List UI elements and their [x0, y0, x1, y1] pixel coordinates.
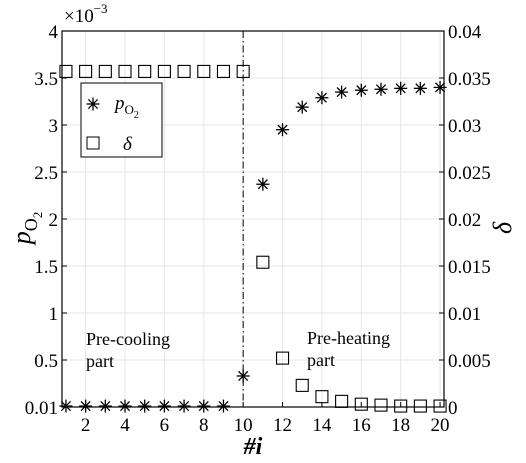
delta-point	[315, 390, 329, 404]
legend: pO2 δ	[80, 82, 163, 158]
po2-point	[118, 399, 132, 413]
annotation-precooling-line2: part	[86, 351, 114, 371]
delta-point	[256, 255, 270, 269]
left-y-tick-label: 3	[49, 116, 59, 137]
x-tick-label: 18	[391, 415, 410, 436]
delta-point	[197, 64, 211, 78]
po2-point	[79, 399, 93, 413]
po2-point	[315, 91, 329, 105]
data-marks	[59, 64, 447, 413]
delta-point	[79, 64, 93, 78]
right-y-tick-label: 0	[448, 398, 458, 419]
delta-point	[394, 399, 408, 413]
x-tick-label: 6	[160, 415, 170, 436]
po2-point	[256, 177, 270, 191]
delta-point	[295, 378, 309, 392]
delta-point	[413, 399, 427, 413]
left-y-tick-label: 2.5	[34, 163, 58, 184]
delta-point	[157, 64, 171, 78]
delta-point	[138, 64, 152, 78]
delta-point	[374, 398, 388, 412]
right-y-tick-label: 0.02	[448, 210, 481, 231]
delta-point	[216, 64, 231, 78]
po2-point	[413, 81, 427, 95]
x-tick-label: 2	[81, 415, 91, 436]
delta-point	[275, 351, 290, 365]
x-tick-label: 4	[120, 415, 130, 436]
x-tick-label: 12	[273, 415, 292, 436]
legend-label-delta: δ	[123, 134, 133, 155]
delta-point	[354, 397, 368, 411]
delta-point	[118, 64, 132, 78]
left-y-tick-labels: 0.01 0.5 1 1.5 2 2.5 3 3.5 4	[25, 22, 67, 419]
left-y-tick-label: 0.5	[34, 351, 58, 372]
right-y-tick-label: 0.035	[448, 69, 491, 90]
delta-point	[98, 64, 112, 78]
po2-point	[374, 82, 388, 96]
po2-point	[138, 399, 152, 413]
po2-point	[59, 399, 73, 413]
left-y-tick-label: 1.5	[34, 257, 58, 278]
y-axis-label-right: δ	[488, 221, 517, 234]
left-y-tick-label: 2	[49, 210, 59, 231]
left-exponent: ×10−3	[64, 1, 108, 27]
legend-square-marker	[86, 136, 100, 150]
po2-point	[335, 85, 349, 99]
x-axis-label: #i	[243, 434, 263, 460]
po2-point	[177, 399, 191, 413]
po2-point	[433, 80, 447, 94]
delta-point	[433, 399, 447, 413]
left-y-tick-label: 0.01	[25, 398, 58, 419]
annotation-preheating-line1: Pre-heating	[307, 328, 390, 348]
delta-point	[236, 64, 250, 78]
right-y-tick-labels: 0 0.005 0.01 0.015 0.02 0.025 0.03 0.035 0.04	[439, 22, 491, 419]
legend-asterisk-glyph	[86, 97, 100, 111]
po2-point	[394, 81, 408, 95]
right-y-tick-label: 0.015	[448, 257, 491, 278]
y-axis-label-left: pO2	[7, 212, 45, 247]
po2-point	[98, 399, 112, 413]
left-y-tick-label: 3.5	[34, 69, 58, 90]
po2-point	[236, 369, 250, 383]
right-y-tick-label: 0.03	[448, 116, 481, 137]
annotation-precooling-line1: Pre-cooling	[86, 329, 170, 349]
right-y-tick-label: 0.01	[448, 304, 481, 325]
x-tick-label: 8	[199, 415, 209, 436]
x-tick-label: 20	[431, 415, 450, 436]
delta-point	[177, 64, 191, 78]
po2-point	[216, 399, 230, 413]
po2-point	[157, 399, 171, 413]
right-y-tick-label: 0.005	[448, 351, 491, 372]
po2-point	[354, 83, 368, 97]
po2-point	[295, 100, 309, 114]
legend-label-po2: pO2	[113, 93, 139, 121]
x-tick-label: 16	[352, 415, 371, 436]
x-tick-label: 10	[234, 415, 253, 436]
x-tick-label: 14	[312, 415, 332, 436]
right-y-tick-label: 0.025	[448, 163, 491, 184]
right-y-tick-label: 0.04	[448, 22, 482, 43]
delta-point	[59, 64, 73, 78]
delta-point	[335, 394, 349, 408]
po2-point	[197, 399, 211, 413]
left-y-tick-label: 1	[49, 304, 59, 325]
legend-asterisk-marker	[86, 97, 100, 111]
annotation-preheating-line2: part	[307, 350, 335, 370]
left-y-tick-label: 4	[49, 22, 59, 43]
po2-point	[276, 123, 290, 137]
